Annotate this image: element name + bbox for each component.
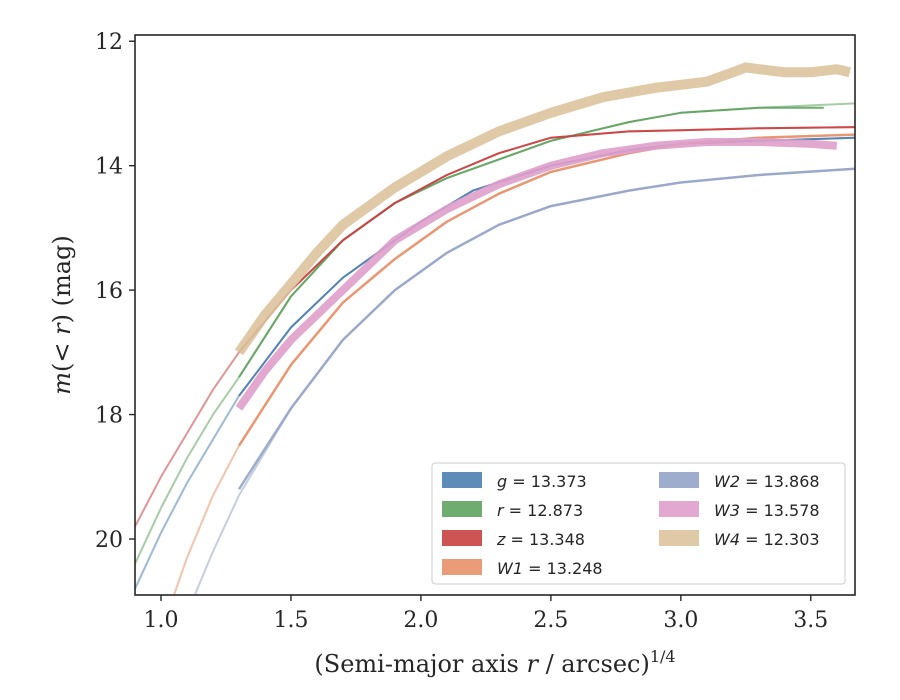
legend-label-z: z = 13.348 [496,530,585,549]
y-tick-label: 20 [95,528,123,553]
legend-label-r: r = 12.873 [497,501,583,520]
plot-frame [134,34,856,596]
axis-ticks: 1.0 1.5 2.0 2.5 3.0 3.5 12 14 16 18 20 [95,30,828,633]
y-tick-label: 18 [95,404,123,429]
legend-swatch-w3 [659,501,699,517]
y-tick-label: 14 [95,155,123,180]
y-tick-label: 12 [95,30,123,55]
series-band-w3 [235,138,838,411]
x-tick-label: 2.0 [403,608,438,633]
series-band-w4 [234,62,851,356]
series-band-z [238,126,855,353]
legend-label-w3: W3 = 13.578 [714,501,820,520]
legend: g = 13.373 r = 12.873 z = 13.348 W1 = 13.24… [431,462,846,585]
legend-swatch-r [442,501,482,517]
x-axis-title: (Semi-major axis r / arcsec)1/4 [314,647,675,678]
legend-label-w2: W2 = 13.868 [714,472,820,491]
legend-swatch-w1 [442,559,482,575]
x-tick-label: 1.0 [143,608,178,633]
legend-swatch-g [442,472,482,488]
legend-label-w1: W1 = 13.248 [497,559,603,578]
y-tick-label: 16 [95,279,123,304]
plot-area [135,62,855,595]
x-tick-label: 3.5 [793,608,828,633]
series-band-w1 [237,133,855,447]
legend-swatch-w4 [659,530,699,546]
axes-frame [134,34,856,596]
x-tick-label: 1.5 [273,608,308,633]
series-band-w2 [237,167,855,490]
series-band-g [238,136,855,397]
x-tick-label: 2.5 [533,608,568,633]
series-band-r [238,106,824,378]
legend-label-g: g = 13.373 [497,472,587,491]
legend-swatch-z [442,530,482,546]
legend-box [431,462,846,585]
legend-label-w4: W4 = 12.303 [714,530,820,549]
x-tick-label: 3.0 [663,608,698,633]
legend-swatch-w2 [659,472,699,488]
y-axis-title: m(< r) (mag) [48,235,76,395]
